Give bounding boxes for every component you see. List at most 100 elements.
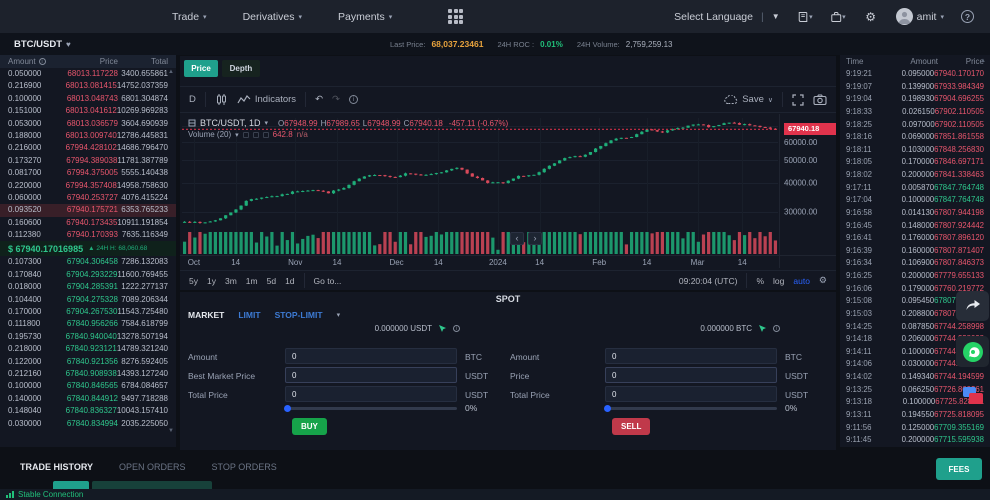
sell-percent-slider[interactable] xyxy=(605,407,777,410)
orderbook-row[interactable]: 0.10000068013.0487436801.304874 xyxy=(0,93,176,105)
bottom-tab-trade-history[interactable]: TRADE HISTORY xyxy=(20,462,93,472)
symbol-flag-icon[interactable] xyxy=(188,119,196,127)
feedback-chat-icon[interactable] xyxy=(956,381,989,411)
orderbook-row[interactable]: 0.08170067994.3750055555.140438 xyxy=(0,167,176,179)
sell-total-input[interactable] xyxy=(605,386,777,402)
orderbook-row[interactable]: 0.10730067904.3064587286.132083 xyxy=(0,256,176,268)
goto-button[interactable]: Go to... xyxy=(314,276,342,286)
favorite-heart-icon[interactable]: ♥ xyxy=(66,40,71,49)
pair-selector[interactable]: BTC/USDT♥ xyxy=(14,39,71,50)
range-button-5y[interactable]: 5y xyxy=(189,276,198,286)
orderbook-row[interactable]: 0.05300068013.0365793604.690939 xyxy=(0,118,176,130)
orderbook-row[interactable]: 0.17327067994.38903811781.387789 xyxy=(0,155,176,167)
candle-style-icon[interactable] xyxy=(215,93,228,106)
bottom-tab-stop-orders[interactable]: STOP ORDERS xyxy=(212,462,277,472)
range-button-3m[interactable]: 3m xyxy=(225,276,237,286)
orderbook-row[interactable]: 0.18800068013.00974012786.445831 xyxy=(0,130,176,142)
slider-handle[interactable] xyxy=(284,405,291,412)
range-button-1d[interactable]: 1d xyxy=(285,276,294,286)
sell-price-input[interactable] xyxy=(605,367,777,383)
scale-button-log[interactable]: log xyxy=(773,276,784,286)
nav-item-trade[interactable]: Trade▾ xyxy=(172,11,207,23)
scale-button-%[interactable]: % xyxy=(756,276,764,286)
user-menu[interactable]: amit ▾ xyxy=(896,8,944,25)
volume-legend-label[interactable]: Volume (20) xyxy=(188,130,231,139)
axis-settings-gear-icon[interactable]: ⚙ xyxy=(819,275,827,286)
sell-button[interactable]: SELL xyxy=(612,418,650,435)
order-type-tab-stop-limit[interactable]: STOP-LIMIT xyxy=(275,310,323,320)
orderbook-row[interactable]: 0.19573067840.94004013278.507194 xyxy=(0,331,176,343)
scroll-down-icon[interactable]: ▼ xyxy=(168,428,174,434)
fullscreen-icon[interactable] xyxy=(792,94,804,106)
tab-depth[interactable]: Depth xyxy=(222,60,260,77)
orderbook-row[interactable]: 0.21690068013.08141514752.037359 xyxy=(0,80,176,92)
range-button-5d[interactable]: 5d xyxy=(267,276,276,286)
orderbook-row[interactable]: 0.16060067940.17343510911.191854 xyxy=(0,217,176,229)
orderbook-row[interactable]: 0.15100068013.04161210269.969283 xyxy=(0,105,176,117)
undo-icon[interactable]: ↶ xyxy=(315,94,323,105)
screenshot-camera-icon[interactable] xyxy=(813,94,827,105)
buy-price-input[interactable] xyxy=(285,367,457,383)
scroll-left-button[interactable]: ‹ xyxy=(510,232,524,245)
legend-symbol[interactable]: BTC/USDT, 1D xyxy=(200,118,261,128)
save-button[interactable]: Save∨ xyxy=(724,94,773,105)
indicators-button[interactable]: Indicators xyxy=(237,94,296,105)
buy-percent-slider[interactable] xyxy=(285,407,457,410)
orderbook-row[interactable]: 0.21600067994.42810214686.796470 xyxy=(0,142,176,154)
orderbook-row[interactable]: 0.21800067840.92312114789.321240 xyxy=(0,343,176,355)
order-type-tab-limit[interactable]: LIMIT xyxy=(238,310,260,320)
orderbook-row[interactable]: 0.09352067940.1757216353.765233 xyxy=(0,204,176,216)
apps-grid-icon[interactable] xyxy=(448,9,463,24)
settings-gear-icon[interactable]: ⚙ xyxy=(863,9,879,25)
orderbook-row[interactable]: 0.11180067840.9562667584.618799 xyxy=(0,318,176,330)
tab-price[interactable]: Price xyxy=(184,60,218,77)
interval-button[interactable]: D xyxy=(189,94,196,105)
orderbook-row[interactable]: 0.17084067904.29322911600.769455 xyxy=(0,269,176,281)
range-button-1y[interactable]: 1y xyxy=(207,276,216,286)
legend-close-icon[interactable] xyxy=(263,132,269,138)
scroll-up-icon[interactable]: ▲ xyxy=(980,58,986,64)
chevron-down-icon[interactable]: ▾ xyxy=(265,119,269,127)
language-selector[interactable]: Select Language|▼ xyxy=(674,11,779,23)
legend-settings-icon[interactable] xyxy=(253,132,259,138)
redo-icon[interactable]: ↷ xyxy=(332,94,340,105)
cutoff-button[interactable] xyxy=(53,481,89,489)
info-icon[interactable]: i xyxy=(349,95,358,104)
slider-handle[interactable] xyxy=(604,405,611,412)
orderbook-row[interactable]: 0.05000068013.1172283400.655861 xyxy=(0,68,176,80)
chevron-down-icon[interactable]: ▾ xyxy=(235,131,239,139)
chat-support-button[interactable] xyxy=(956,336,989,367)
share-button[interactable] xyxy=(956,291,989,321)
buy-amount-input[interactable] xyxy=(285,348,457,364)
info-icon[interactable]: i xyxy=(773,325,780,332)
cutoff-button[interactable] xyxy=(92,481,212,489)
orderbook-row[interactable]: 0.21216067840.90893814393.127240 xyxy=(0,368,176,380)
sell-amount-input[interactable] xyxy=(605,348,777,364)
orderbook-row[interactable]: 0.03000067840.8349942035.225050 xyxy=(0,418,176,430)
buy-button[interactable]: BUY xyxy=(292,418,327,435)
info-icon[interactable]: i xyxy=(39,58,46,65)
help-icon[interactable]: ? xyxy=(961,10,974,23)
orders-book-icon[interactable]: ▾ xyxy=(797,9,813,25)
order-type-tab-market[interactable]: MARKET xyxy=(188,310,224,320)
orderbook-row[interactable]: 0.11238067940.1703937635.116349 xyxy=(0,229,176,241)
range-button-1m[interactable]: 1m xyxy=(246,276,258,286)
wallet-icon[interactable]: ▾ xyxy=(830,9,846,25)
scale-button-auto[interactable]: auto xyxy=(793,276,810,286)
orderbook-row[interactable]: 0.22000067994.35740814958.758630 xyxy=(0,180,176,192)
orderbook-row[interactable]: 0.10440067904.2753287089.206344 xyxy=(0,294,176,306)
buy-total-input[interactable] xyxy=(285,386,457,402)
orderbook-row[interactable]: 0.10000067840.8465656784.084657 xyxy=(0,380,176,392)
orderbook-row[interactable]: 0.01800067904.2853911222.277137 xyxy=(0,281,176,293)
nav-item-payments[interactable]: Payments▾ xyxy=(338,11,392,23)
orderbook-row[interactable]: 0.06000067940.2537274076.415224 xyxy=(0,192,176,204)
info-icon[interactable]: i xyxy=(453,325,460,332)
bottom-tab-open-orders[interactable]: OPEN ORDERS xyxy=(119,462,186,472)
clock[interactable]: 09:20:04 (UTC) xyxy=(679,276,738,286)
chevron-down-icon[interactable]: ▾ xyxy=(337,311,341,319)
orderbook-row[interactable]: 0.17000067904.26753011543.725480 xyxy=(0,306,176,318)
orderbook-row[interactable]: 0.12200067840.9213568276.592405 xyxy=(0,356,176,368)
scroll-right-button[interactable]: › xyxy=(528,232,542,245)
nav-item-derivatives[interactable]: Derivatives▾ xyxy=(243,11,302,23)
fees-button[interactable]: FEES xyxy=(936,458,982,480)
